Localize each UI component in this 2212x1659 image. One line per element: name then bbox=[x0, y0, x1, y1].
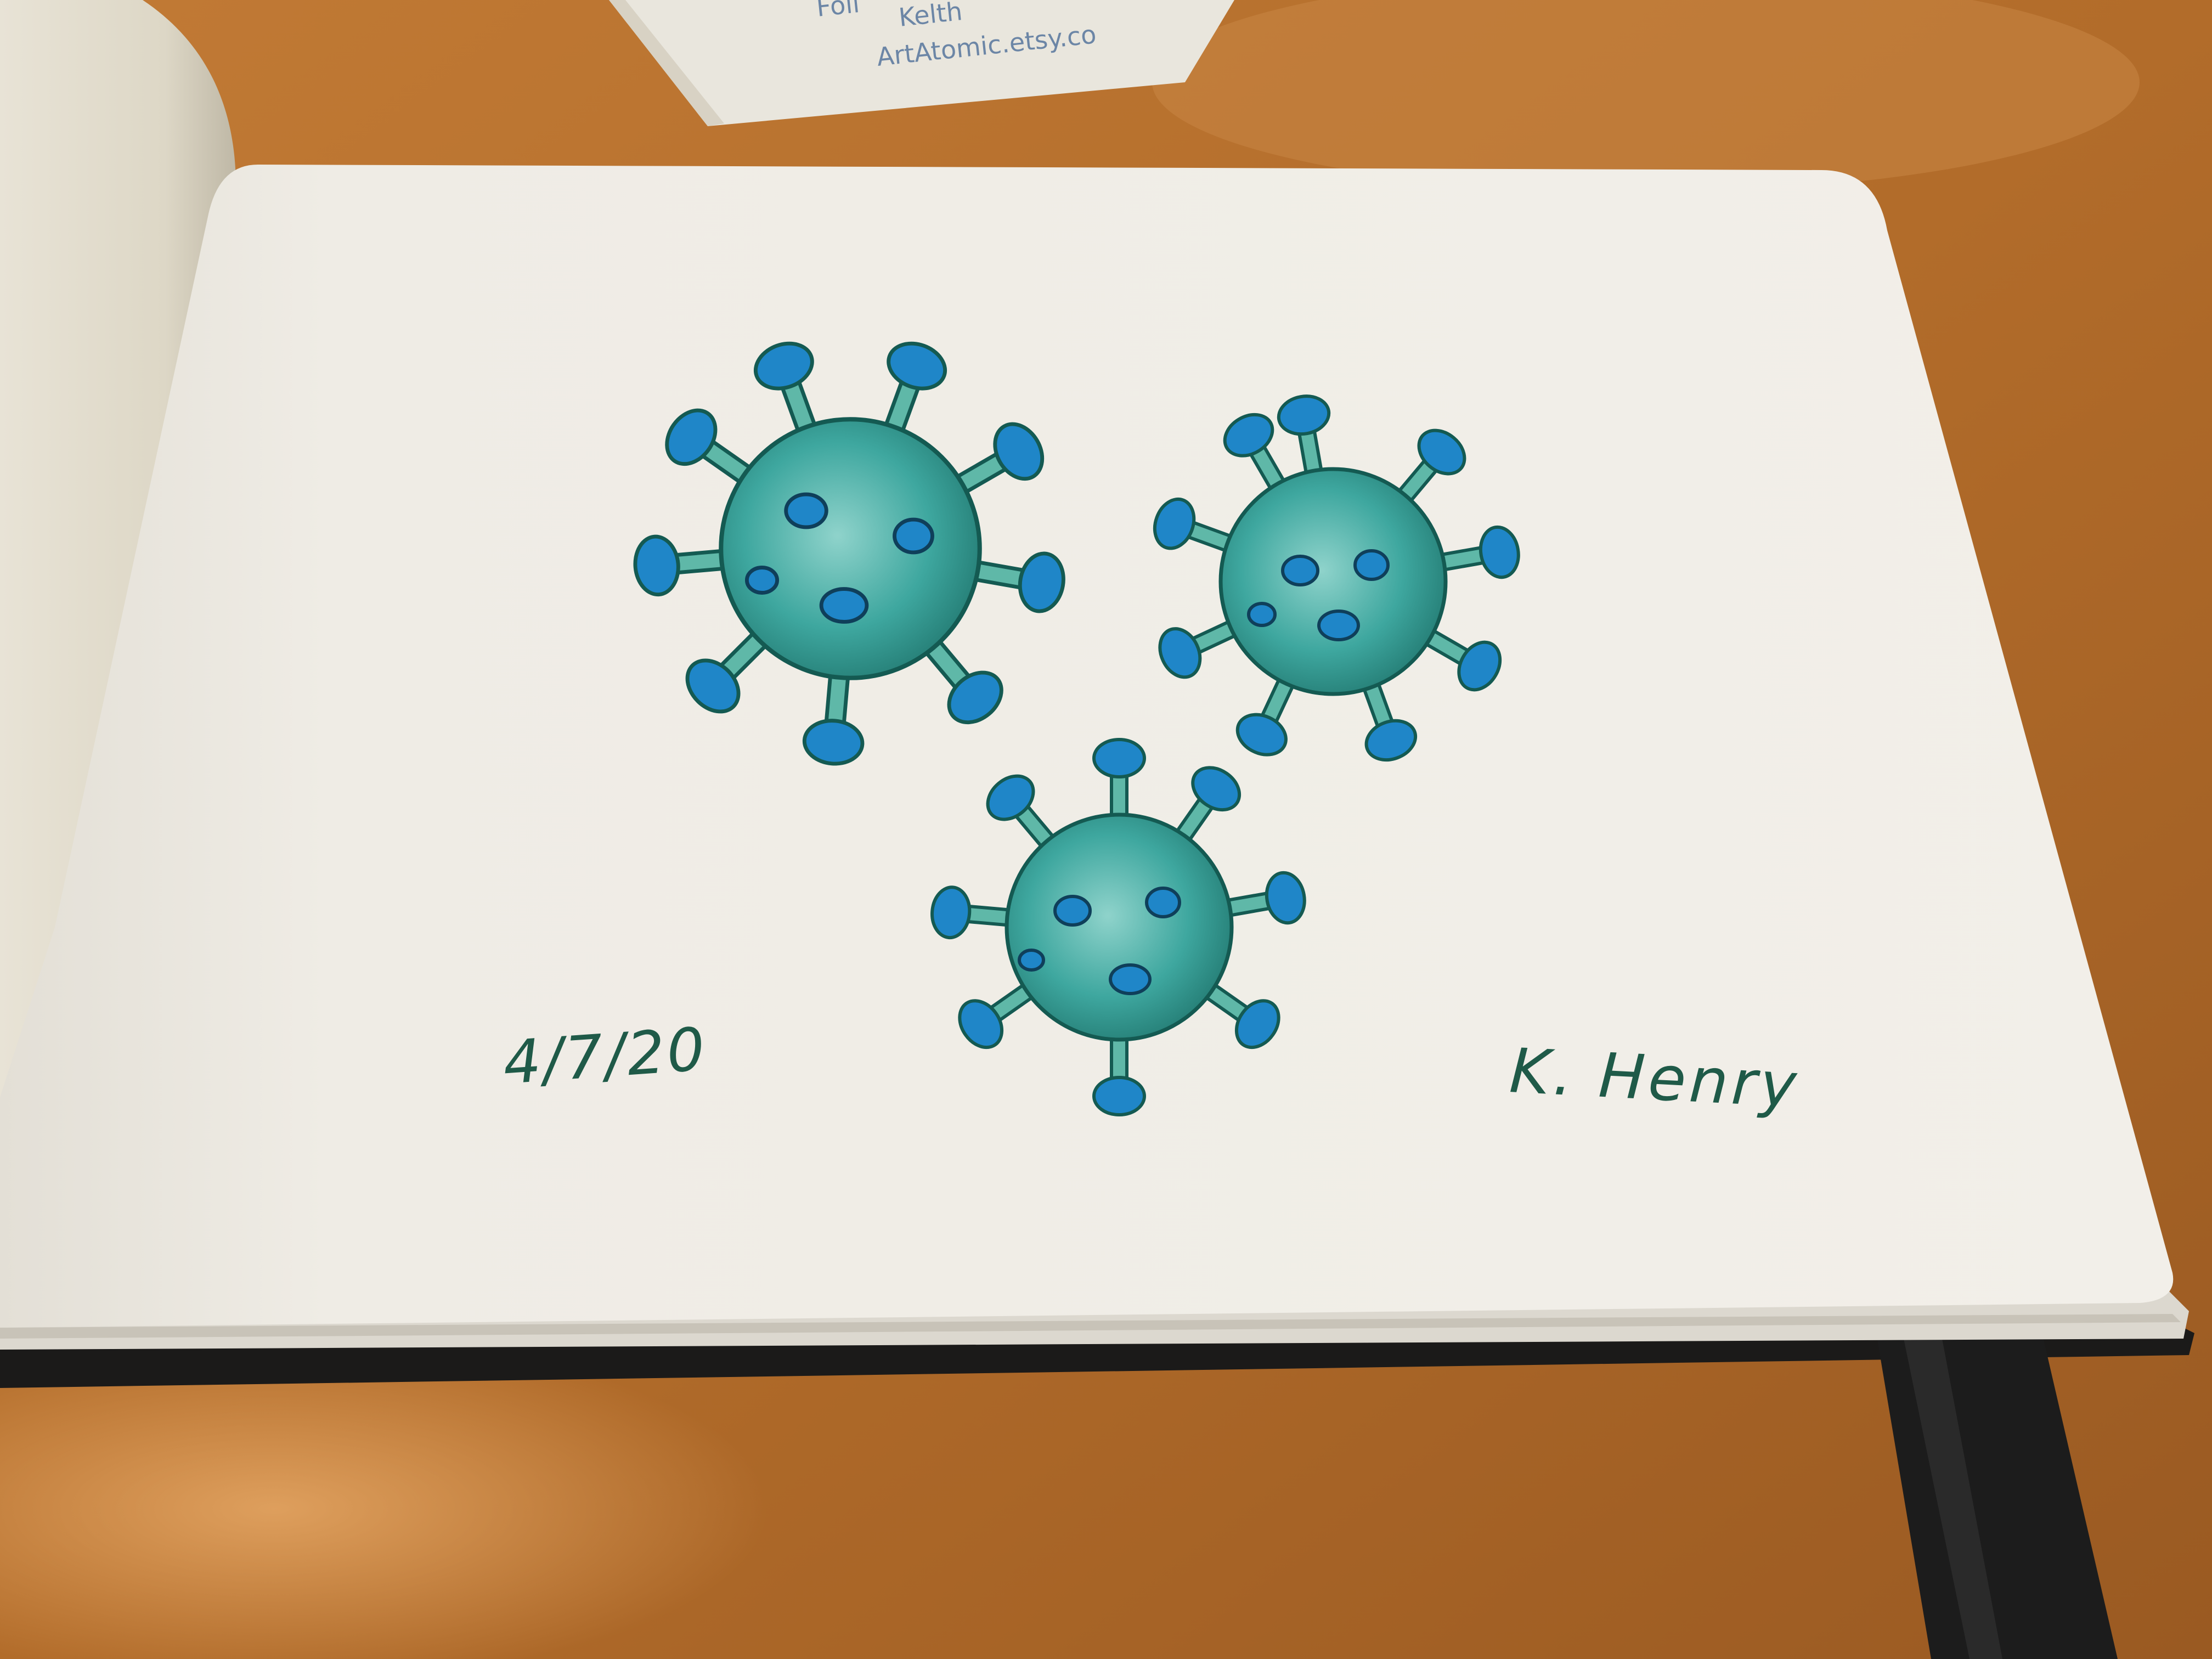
right-page bbox=[0, 165, 2174, 1328]
table-glare bbox=[0, 1333, 768, 1659]
signature-text: K. Henry bbox=[1508, 1035, 1802, 1122]
virus-3 bbox=[930, 738, 1306, 1116]
left-page bbox=[0, 0, 236, 1103]
ribbon-bookmark-icon bbox=[1876, 1328, 2118, 1659]
card-line-1: Foll bbox=[815, 0, 861, 22]
business-card: Foll Kelth ArtAtomic.etsy.co bbox=[609, 0, 1234, 126]
virus-2 bbox=[1153, 394, 1520, 762]
virus-1 bbox=[633, 341, 1065, 766]
date-text: 4/7/20 bbox=[501, 1015, 709, 1098]
